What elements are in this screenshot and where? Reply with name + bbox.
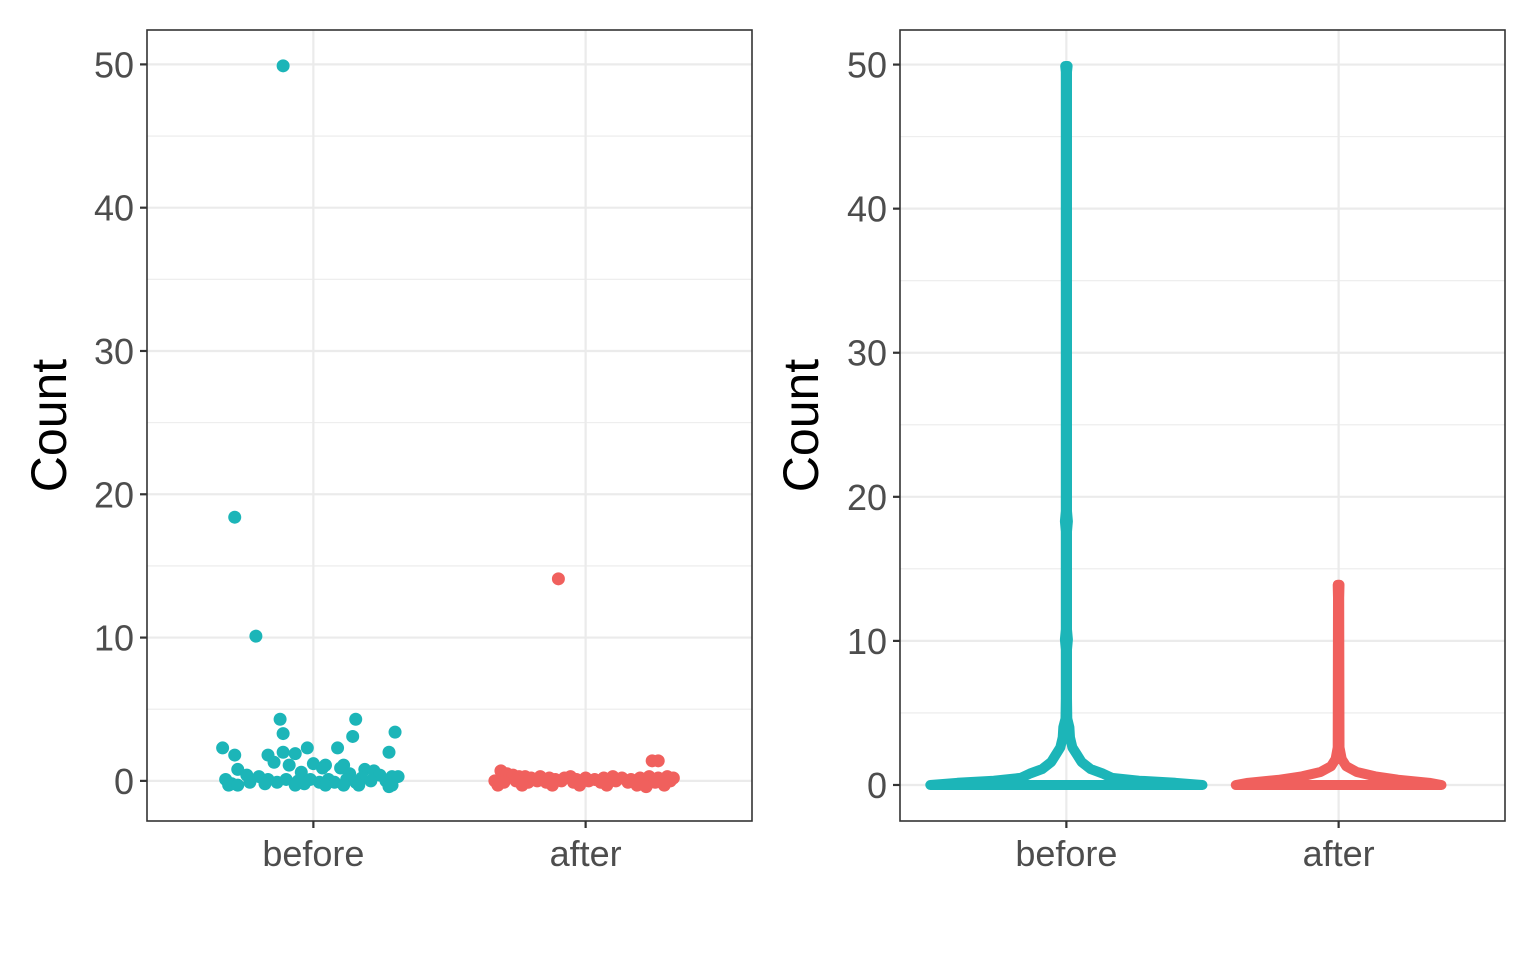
y-tick-label: 20 <box>94 474 134 515</box>
data-point-before <box>228 510 242 524</box>
x-tick-label-after: after <box>1303 833 1375 874</box>
y-axis-title: Count <box>21 359 77 493</box>
y-tick-label: 40 <box>847 189 887 230</box>
y-tick-label: 20 <box>847 477 887 518</box>
data-point-before <box>282 758 296 772</box>
y-tick-label: 30 <box>847 333 887 374</box>
data-point-before <box>267 755 281 769</box>
data-point-before <box>249 629 263 643</box>
data-point-before <box>331 741 345 755</box>
y-tick-label: 0 <box>867 765 887 806</box>
plot-area-background <box>147 30 752 821</box>
data-point-before <box>276 727 290 741</box>
data-point-after <box>639 780 653 794</box>
plot-panel-border <box>146 29 753 822</box>
data-point-after <box>551 572 565 586</box>
data-point-after <box>573 778 587 792</box>
y-axis-title: Count <box>773 359 829 493</box>
data-point-before <box>288 778 302 792</box>
data-point-before <box>270 775 284 789</box>
axis-ticks <box>140 63 587 828</box>
data-point-before <box>258 777 272 791</box>
panel-jitter-scatter: 0 10 20 30 40 50 before after Count <box>21 29 753 874</box>
y-tick-label: 30 <box>94 331 134 372</box>
violins <box>925 61 1447 790</box>
y-tick-label: 10 <box>94 618 134 659</box>
data-point-before <box>243 775 257 789</box>
panel-violin: 0 10 20 30 40 50 before after Count <box>773 29 1506 874</box>
data-point-before <box>337 778 351 792</box>
y-tick-label: 40 <box>94 188 134 229</box>
plot-panel-border <box>899 29 1506 822</box>
data-point-before <box>364 774 378 788</box>
data-point-after <box>515 778 529 792</box>
data-point-before <box>346 729 360 743</box>
data-point-before <box>388 725 402 739</box>
axis-tick-labels: 0 10 20 30 40 50 before after <box>847 45 1375 874</box>
axis-tick-labels: 0 10 20 30 40 50 before after <box>94 44 622 874</box>
data-point-after <box>600 778 614 792</box>
x-tick-label-before: before <box>262 833 364 874</box>
data-point-before <box>382 780 396 794</box>
data-point-after <box>491 778 505 792</box>
violin-before <box>925 61 1208 790</box>
data-point-before <box>352 778 366 792</box>
data-point-before <box>222 778 236 792</box>
data-point-after <box>545 778 559 792</box>
data-point-before <box>382 745 396 759</box>
data-point-before <box>216 741 230 755</box>
data-point-before <box>300 741 314 755</box>
data-point-before <box>288 747 302 761</box>
y-tick-label: 10 <box>847 621 887 662</box>
y-tick-label: 0 <box>114 761 134 802</box>
data-points <box>216 59 680 794</box>
x-tick-label-before: before <box>1015 833 1117 874</box>
data-point-before <box>273 712 287 726</box>
data-point-before <box>318 778 332 792</box>
axis-ticks <box>893 63 1340 828</box>
data-point-before <box>231 778 245 792</box>
data-point-before <box>228 748 242 762</box>
plot-area-background <box>900 30 1505 821</box>
data-point-before <box>276 745 290 759</box>
y-tick-label: 50 <box>847 45 887 86</box>
data-point-before <box>315 761 329 775</box>
x-tick-label-after: after <box>550 833 622 874</box>
data-point-after <box>651 754 665 768</box>
violin-after <box>1230 579 1447 790</box>
y-tick-label: 50 <box>94 44 134 85</box>
data-point-before <box>349 712 363 726</box>
data-point-after <box>657 778 671 792</box>
data-point-before <box>276 59 290 73</box>
